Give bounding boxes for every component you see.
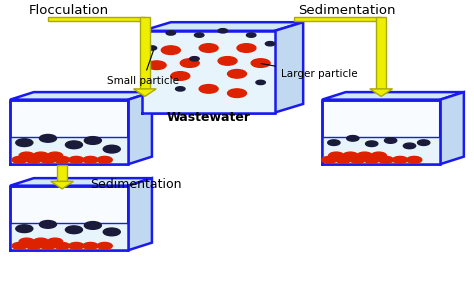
Polygon shape bbox=[440, 92, 464, 164]
Circle shape bbox=[343, 152, 358, 159]
Circle shape bbox=[40, 157, 55, 163]
Circle shape bbox=[16, 139, 33, 146]
Circle shape bbox=[65, 226, 82, 234]
Polygon shape bbox=[48, 17, 145, 21]
Circle shape bbox=[26, 157, 41, 163]
Text: Sedimentation: Sedimentation bbox=[91, 178, 182, 191]
Circle shape bbox=[47, 238, 63, 245]
Circle shape bbox=[147, 61, 166, 69]
Circle shape bbox=[55, 243, 70, 249]
Circle shape bbox=[69, 243, 84, 249]
Circle shape bbox=[147, 46, 156, 50]
Polygon shape bbox=[370, 89, 392, 96]
Polygon shape bbox=[10, 92, 152, 100]
Polygon shape bbox=[143, 22, 303, 31]
Circle shape bbox=[69, 157, 84, 163]
Circle shape bbox=[19, 238, 34, 245]
Circle shape bbox=[321, 157, 337, 163]
Text: Wastewater: Wastewater bbox=[167, 111, 251, 124]
Circle shape bbox=[47, 152, 63, 159]
Circle shape bbox=[378, 157, 393, 163]
Circle shape bbox=[357, 152, 372, 159]
Polygon shape bbox=[143, 31, 275, 112]
Circle shape bbox=[246, 33, 256, 37]
Polygon shape bbox=[128, 92, 152, 164]
Circle shape bbox=[12, 157, 27, 163]
Circle shape bbox=[103, 145, 120, 153]
Circle shape bbox=[336, 157, 351, 163]
Polygon shape bbox=[322, 92, 464, 100]
Circle shape bbox=[228, 89, 246, 98]
Circle shape bbox=[392, 157, 408, 163]
Circle shape bbox=[265, 42, 275, 46]
Polygon shape bbox=[140, 17, 150, 89]
Circle shape bbox=[33, 238, 48, 245]
Circle shape bbox=[218, 56, 237, 65]
Circle shape bbox=[328, 152, 344, 159]
Polygon shape bbox=[322, 137, 440, 164]
Circle shape bbox=[365, 141, 378, 146]
Text: Flocculation: Flocculation bbox=[29, 4, 109, 17]
Circle shape bbox=[83, 157, 98, 163]
Circle shape bbox=[97, 243, 112, 249]
Polygon shape bbox=[51, 181, 73, 189]
Circle shape bbox=[346, 135, 359, 141]
Circle shape bbox=[364, 157, 379, 163]
Polygon shape bbox=[294, 17, 381, 21]
Circle shape bbox=[371, 152, 386, 159]
Polygon shape bbox=[10, 137, 128, 164]
Circle shape bbox=[180, 59, 199, 67]
Circle shape bbox=[190, 56, 199, 61]
Circle shape bbox=[65, 141, 82, 149]
Circle shape bbox=[237, 44, 256, 52]
Circle shape bbox=[33, 152, 48, 159]
Polygon shape bbox=[57, 165, 67, 181]
Circle shape bbox=[228, 69, 246, 78]
Circle shape bbox=[19, 152, 34, 159]
Polygon shape bbox=[134, 89, 156, 96]
Circle shape bbox=[16, 225, 33, 233]
Circle shape bbox=[40, 243, 55, 249]
Circle shape bbox=[39, 221, 56, 228]
Polygon shape bbox=[10, 186, 128, 250]
Circle shape bbox=[407, 157, 422, 163]
Text: Small particle: Small particle bbox=[107, 51, 179, 85]
Circle shape bbox=[328, 140, 340, 146]
Circle shape bbox=[218, 29, 228, 33]
Circle shape bbox=[194, 33, 204, 37]
Circle shape bbox=[384, 138, 397, 143]
Circle shape bbox=[55, 157, 70, 163]
Circle shape bbox=[103, 228, 120, 236]
Circle shape bbox=[12, 243, 27, 249]
Circle shape bbox=[175, 87, 185, 91]
Circle shape bbox=[199, 44, 218, 52]
Circle shape bbox=[97, 157, 112, 163]
Circle shape bbox=[171, 72, 190, 80]
Circle shape bbox=[83, 243, 98, 249]
Text: Larger particle: Larger particle bbox=[261, 64, 357, 79]
Circle shape bbox=[199, 85, 218, 93]
Polygon shape bbox=[322, 100, 440, 164]
Circle shape bbox=[256, 80, 265, 85]
Circle shape bbox=[418, 140, 430, 146]
Text: Sedimentation: Sedimentation bbox=[299, 4, 396, 17]
Circle shape bbox=[350, 157, 365, 163]
Polygon shape bbox=[143, 31, 275, 112]
Circle shape bbox=[161, 46, 180, 55]
Polygon shape bbox=[10, 223, 128, 250]
Circle shape bbox=[39, 135, 56, 142]
Circle shape bbox=[403, 143, 416, 149]
Polygon shape bbox=[376, 17, 386, 89]
Circle shape bbox=[166, 31, 175, 35]
Circle shape bbox=[251, 59, 270, 67]
Circle shape bbox=[26, 243, 41, 249]
Polygon shape bbox=[275, 22, 303, 112]
Circle shape bbox=[84, 137, 101, 144]
Polygon shape bbox=[10, 100, 128, 164]
Polygon shape bbox=[10, 178, 152, 186]
Circle shape bbox=[84, 222, 101, 229]
Polygon shape bbox=[128, 178, 152, 250]
